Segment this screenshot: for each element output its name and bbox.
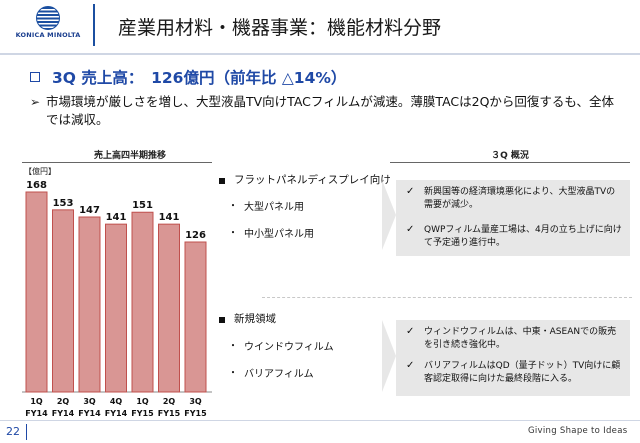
- chart-bar: [25, 191, 48, 393]
- bar-value-label: 151: [132, 200, 153, 211]
- x-tick-quarter: 3Q: [189, 397, 202, 406]
- sales-headline: 3Q 売上高： 126億円（前年比 △14%）: [52, 69, 347, 87]
- chart-title: 売上高四半期推移: [93, 151, 166, 161]
- check-icon: ✓: [406, 360, 415, 371]
- x-tick-quarter: 1Q: [30, 397, 43, 406]
- footer-rule: [0, 420, 640, 421]
- dot-bullet-icon: ・: [228, 368, 238, 379]
- tagline: Giving Shape to Ideas: [528, 426, 628, 436]
- summary-text: 市場環境が厳しさを増し、大型液晶TV向けTACフィルムが減速。薄膜TACは2Qか…: [46, 94, 615, 127]
- bar-value-label: 153: [53, 198, 74, 209]
- page-number: 22: [6, 425, 20, 438]
- x-tick-fiscal-year: FY14: [52, 409, 75, 418]
- fpd-note-2: QWPフィルム量産工場は、4月の立ち上げに向けて予定通り進行中。: [424, 225, 622, 248]
- chart-bar: [131, 211, 154, 393]
- item-barrier-film: バリアフィルム: [244, 369, 314, 380]
- chart-bar: [105, 223, 127, 393]
- dot-bullet-icon: ・: [228, 341, 238, 352]
- x-tick-quarter: 1Q: [136, 397, 149, 406]
- chart-bar: [78, 216, 101, 393]
- new-note-1: ウィンドウフィルムは、中東・ASEANでの販売を引き続き強化中。: [424, 327, 617, 350]
- check-icon: ✓: [406, 326, 415, 337]
- x-tick-quarter: 3Q: [83, 397, 96, 406]
- new-notes-panel: ✓ ウィンドウフィルムは、中東・ASEANでの販売を引き続き強化中。 ✓ バリア…: [396, 320, 630, 396]
- arrow-bullet-icon: ➢: [30, 95, 41, 109]
- item-small-panel: 中小型パネル用: [244, 229, 314, 240]
- footer-divider: [26, 424, 27, 440]
- segment-label-new: 新規領域: [234, 313, 276, 325]
- x-tick-fiscal-year: FY15: [158, 409, 181, 418]
- header-rule: [0, 53, 640, 55]
- page-title: 産業用材料・機器事業：機能材料分野: [118, 17, 442, 39]
- new-note-2: バリアフィルムはQD（量子ドット）TV向けに顧客認定取得に向けた最終段階に入る。: [424, 361, 621, 384]
- chart-bar: [184, 241, 207, 393]
- globe-logo-icon: [36, 6, 60, 30]
- square-bullet-icon: [30, 72, 40, 82]
- chart-bar: [52, 209, 74, 393]
- bar-value-label: 141: [106, 212, 127, 223]
- fpd-notes-panel: ✓ 新興国等の経済環境悪化により、大型液晶TVの需要が減少。 ✓ QWPフィルム…: [396, 180, 630, 256]
- logo-text: KONICA MINOLTA: [15, 31, 81, 39]
- segment-bullet-icon: [219, 178, 225, 184]
- bar-value-label: 168: [26, 180, 47, 191]
- x-tick-fiscal-year: FY14: [105, 409, 128, 418]
- x-tick-fiscal-year: FY15: [131, 409, 154, 418]
- brace-chevron-icon: [382, 180, 396, 250]
- header-divider: [93, 4, 95, 46]
- x-tick-quarter: 4Q: [110, 397, 123, 406]
- bar-value-label: 147: [79, 205, 100, 216]
- x-tick-fiscal-year: FY14: [25, 409, 48, 418]
- section-divider: [262, 297, 632, 298]
- company-logo: KONICA MINOLTA: [6, 4, 90, 44]
- brace-chevron-icon: [382, 320, 396, 392]
- overview-title: ３Q 概況: [491, 151, 529, 161]
- x-tick-fiscal-year: FY15: [184, 409, 207, 418]
- x-tick-fiscal-year: FY14: [78, 409, 101, 418]
- segment-bullet-icon: [219, 317, 225, 323]
- x-tick-quarter: 2Q: [163, 397, 176, 406]
- bar-value-label: 141: [159, 212, 180, 223]
- check-icon: ✓: [406, 224, 415, 235]
- item-large-panel: 大型パネル用: [244, 202, 304, 213]
- segment-label-fpd: フラットパネルディスプレイ向け: [234, 174, 391, 186]
- chart-bar: [158, 223, 180, 393]
- chart-unit-label: 【億円】: [24, 167, 56, 176]
- dot-bullet-icon: ・: [228, 201, 238, 212]
- chart-title-rule: [22, 162, 212, 163]
- x-tick-quarter: 2Q: [57, 397, 70, 406]
- item-window-film: ウインドウフィルム: [244, 342, 334, 353]
- overview-title-rule: [390, 162, 630, 163]
- dot-bullet-icon: ・: [228, 228, 238, 239]
- sales-bar-chart: 168 1Q FY14 153 2Q FY14 147 3Q FY14 141 4Q FY14 151 1…: [22, 180, 212, 418]
- fpd-note-1: 新興国等の経済環境悪化により、大型液晶TVの需要が減少。: [424, 187, 616, 210]
- check-icon: ✓: [406, 186, 415, 197]
- bar-value-label: 126: [185, 230, 206, 241]
